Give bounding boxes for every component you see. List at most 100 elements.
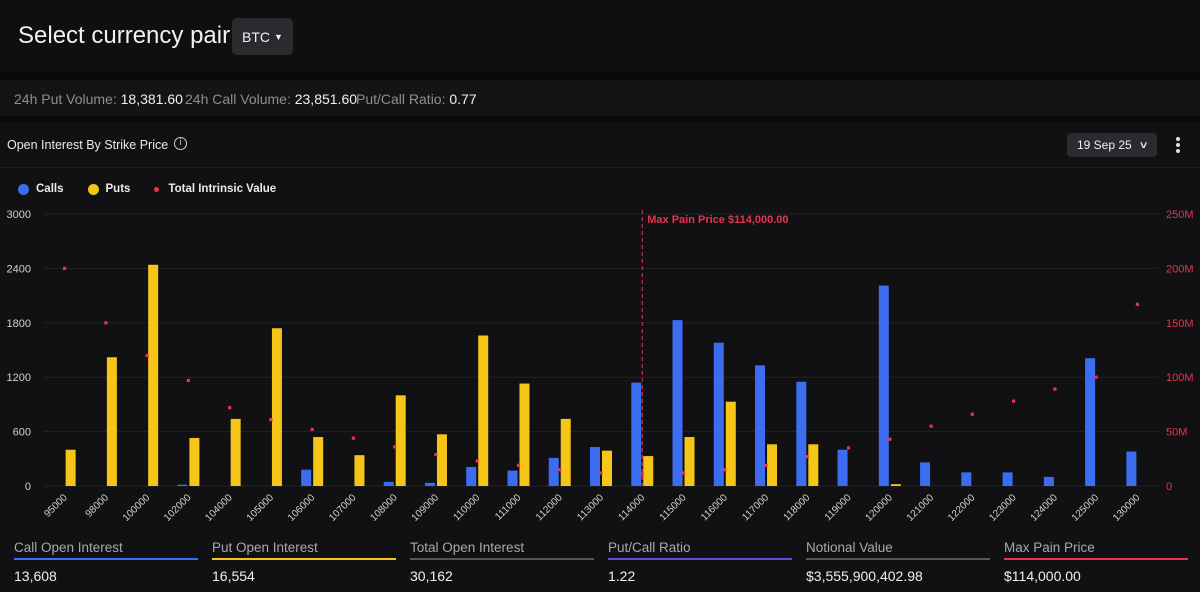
intrinsic-value-point: [1053, 387, 1057, 391]
calls-bar: [1043, 476, 1054, 486]
y-left-tick-label: 1200: [7, 372, 31, 384]
x-tick-label: 122000: [946, 492, 978, 524]
kebab-menu-icon[interactable]: [1170, 134, 1186, 156]
intrinsic-value-point: [599, 471, 603, 475]
call-volume-label: 24h Call Volume:: [185, 91, 291, 107]
put-volume-value: 18,381.60: [120, 91, 183, 107]
x-tick-label: 119000: [823, 492, 854, 523]
legend-puts[interactable]: Puts: [87, 183, 131, 195]
intrinsic-value-point: [805, 455, 809, 459]
x-tick-label: 120000: [864, 492, 896, 524]
puts-bar: [890, 484, 901, 486]
kpi-notional: Notional Value $3,555,900,402.98: [806, 540, 990, 584]
x-tick-label: 113000: [575, 492, 606, 523]
intrinsic-value-point: [145, 353, 149, 358]
intrinsic-value-point: [1135, 302, 1139, 306]
puts-bar: [767, 444, 778, 486]
x-tick-label: 105000: [245, 492, 277, 524]
x-tick-label: 114000: [617, 492, 648, 523]
open-interest-chart: 0 600 1200 1800 2400 3000 0 50M 100M 150M 200M 250M…: [7, 209, 1194, 524]
puts-bar: [725, 401, 736, 486]
x-tick-label: 111000: [493, 492, 524, 523]
summary-footer: Call Open Interest 13,608 Put Open Inter…: [0, 530, 1200, 592]
puts-bar: [189, 437, 200, 486]
x-tick-label: 106000: [286, 492, 318, 524]
y-right-tick-label: 200M: [1166, 263, 1194, 275]
calls-bar: [177, 484, 188, 486]
y-right-tick-label: 150M: [1166, 318, 1194, 330]
intrinsic-value-point: [558, 468, 562, 472]
expiry-date-dropdown[interactable]: 19 Sep 25 ∨: [1067, 133, 1157, 157]
calls-bar: [755, 365, 766, 486]
x-tick-label: 100000: [121, 492, 153, 524]
calls-legend-dot: [18, 183, 29, 195]
kpi-max-pain: Max Pain Price $114,000.00: [1004, 540, 1188, 584]
x-tick-label: 112000: [534, 492, 565, 523]
x-tick-label: 121000: [905, 492, 937, 524]
kpi-call-oi-value: 13,608: [14, 568, 57, 584]
calls-bar: [383, 481, 394, 486]
x-tick-label: 108000: [368, 492, 400, 524]
currency-pair-dropdown[interactable]: BTC ▼: [232, 18, 293, 55]
intrinsic-value-point: [434, 452, 438, 457]
y-right-tick-label: 0: [1166, 481, 1172, 493]
intrinsic-value-point: [475, 459, 479, 463]
max-pain-annotation: Max Pain Price $114,000.00: [647, 214, 788, 226]
legend-puts-label: Puts: [105, 183, 131, 195]
intrinsic-value-point: [888, 437, 892, 441]
puts-bar: [478, 335, 489, 486]
puts-bar: [271, 328, 282, 486]
intrinsic-value-point: [393, 445, 397, 449]
y-left-tick-label: 2400: [7, 263, 31, 275]
kpi-max-pain-value: $114,000.00: [1004, 568, 1081, 584]
y-right-tick-label: 100M: [1166, 372, 1194, 384]
intrinsic-value-point: [929, 424, 933, 428]
x-tick-label: 123000: [987, 492, 1019, 524]
puts-bar: [148, 264, 159, 486]
chart-grid: [44, 213, 1158, 487]
put-volume-stat: 24h Put Volume: 18,381.60: [14, 91, 183, 107]
open-interest-panel: Open Interest By Strike Price i 19 Sep 2…: [0, 122, 1200, 592]
puts-bar: [354, 455, 365, 486]
info-icon[interactable]: i: [174, 137, 187, 150]
intrinsic-value-point: [846, 446, 851, 450]
calls-bar: [672, 320, 683, 486]
x-tick-label: 104000: [203, 492, 235, 524]
intrinsic-value-point: [640, 472, 644, 476]
y-right-tick-label: 50M: [1166, 427, 1187, 439]
kpi-put-oi: Put Open Interest 16,554: [212, 540, 396, 584]
panel-header: Open Interest By Strike Price i 19 Sep 2…: [0, 122, 1200, 168]
calls-bar: [466, 466, 477, 486]
puts-bar: [313, 437, 324, 486]
intrinsic-value-point: [1011, 399, 1016, 403]
kpi-notional-value: $3,555,900,402.98: [806, 568, 923, 584]
kpi-put-call-ratio: Put/Call Ratio 1.22: [608, 540, 792, 584]
chevron-down-icon: ∨: [1138, 139, 1149, 151]
legend-calls[interactable]: Calls: [18, 183, 64, 195]
puts-bar: [436, 434, 447, 486]
puts-bar: [395, 395, 406, 486]
call-volume-value: 23,851.60: [294, 91, 358, 107]
put-call-ratio-value: 0.77: [449, 91, 477, 107]
calls-bar: [424, 482, 435, 486]
call-volume-stat: 24h Call Volume: 23,851.60: [185, 91, 357, 107]
chart-bars: [65, 264, 1137, 486]
top-bar: Select currency pair: BTC ▼: [0, 0, 1200, 72]
y-left-tick-label: 3000: [7, 209, 31, 221]
intrinsic-value-point: [970, 412, 974, 416]
y-right-tick-label: 250M: [1166, 209, 1194, 221]
puts-bar: [602, 450, 612, 486]
puts-bar: [519, 383, 530, 486]
calls-bar: [1002, 472, 1013, 486]
currency-pair-value: BTC: [242, 28, 271, 45]
x-tick-label: 115000: [658, 492, 689, 523]
intrinsic-value-point: [681, 471, 686, 475]
calls-bar: [507, 470, 518, 486]
legend-intrinsic[interactable]: Total Intrinsic Value: [154, 183, 276, 195]
intrinsic-value-point: [269, 418, 273, 422]
kpi-total-oi-value: 30,162: [410, 568, 453, 584]
kpi-notional-label: Notional Value: [806, 540, 990, 560]
kpi-max-pain-label: Max Pain Price: [1004, 540, 1188, 560]
puts-bar: [230, 418, 241, 486]
kpi-put-oi-value: 16,554: [212, 568, 255, 584]
